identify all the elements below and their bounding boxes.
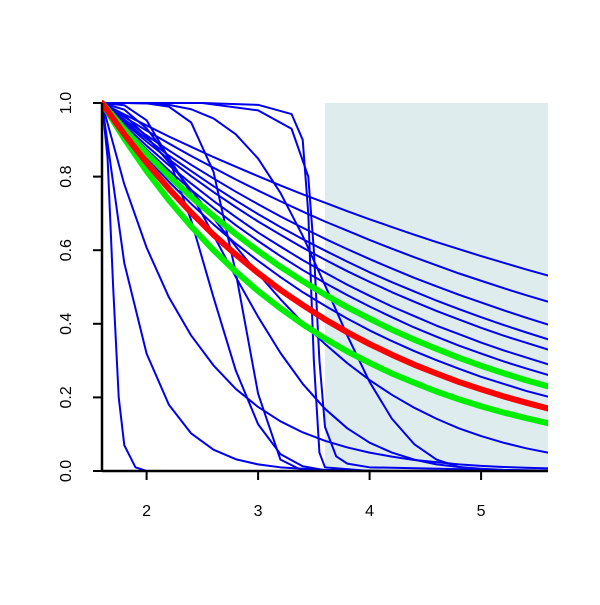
y-tick-label: 0.2 <box>58 386 75 408</box>
series-line <box>102 100 548 427</box>
series-line <box>102 102 548 470</box>
series-line <box>102 102 548 303</box>
y-tick-label: 0.8 <box>58 165 75 187</box>
series-line <box>102 102 548 277</box>
series-line <box>102 100 548 412</box>
x-tick-label: 2 <box>142 503 151 520</box>
x-tick-label: 3 <box>254 503 263 520</box>
series-line <box>102 102 548 351</box>
y-tick-label: 0.4 <box>58 313 75 335</box>
series-line <box>102 102 548 326</box>
series-line <box>102 102 548 398</box>
x-tick-label: 5 <box>477 503 486 520</box>
series-line <box>102 102 548 471</box>
y-tick-label: 0.6 <box>58 239 75 261</box>
y-tick-label: 0.0 <box>58 460 75 482</box>
x-tick-label: 4 <box>365 503 374 520</box>
series-line <box>102 102 548 471</box>
series-line <box>102 102 548 341</box>
series-line <box>102 102 548 471</box>
y-tick-label: 1.0 <box>58 92 75 114</box>
axes-layer: 2 3 4 5 0.0 0.2 0.4 0.6 0.8 1.0 <box>58 92 548 520</box>
series-line <box>102 100 548 390</box>
